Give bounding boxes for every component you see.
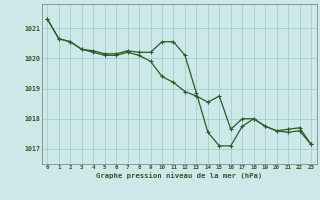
- X-axis label: Graphe pression niveau de la mer (hPa): Graphe pression niveau de la mer (hPa): [96, 172, 262, 179]
